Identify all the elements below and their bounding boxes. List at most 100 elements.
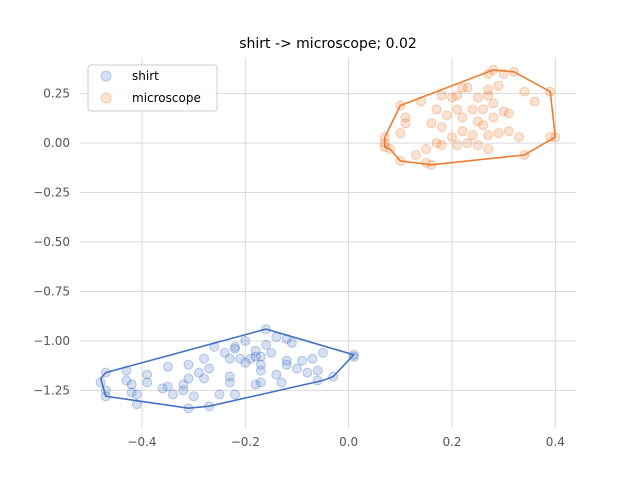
data-point-microscope (493, 80, 504, 91)
data-point-microscope (483, 130, 494, 141)
data-point-microscope (457, 112, 468, 123)
data-point-shirt (297, 355, 308, 366)
data-point-microscope (426, 159, 437, 170)
data-point-microscope (483, 84, 494, 95)
data-point-microscope (498, 106, 509, 117)
data-point-microscope (421, 144, 432, 155)
data-point-microscope (519, 86, 530, 97)
data-point-microscope (545, 86, 556, 97)
y-axis: 0.25 0.00 −0.25 −0.50 −0.75 −1.00 −1.25 (33, 87, 70, 398)
x-tick-label: 0.0 (339, 435, 358, 449)
data-point-microscope (488, 98, 499, 109)
data-point-microscope (483, 90, 494, 101)
data-point-microscope (395, 100, 406, 111)
data-point-microscope (410, 149, 421, 160)
data-point-microscope (452, 140, 463, 151)
data-point-microscope (436, 140, 447, 151)
data-point-shirt (245, 353, 256, 364)
data-point-microscope (462, 138, 473, 149)
x-tick-label: 0.2 (442, 435, 461, 449)
data-point-shirt (281, 355, 292, 366)
x-tick-label: −0.4 (127, 435, 156, 449)
data-point-shirt (240, 335, 251, 346)
data-point-shirt (235, 353, 246, 364)
data-point-shirt (95, 377, 106, 388)
data-point-shirt (183, 373, 194, 384)
data-point-shirt (255, 377, 266, 388)
x-tick-label: 0.4 (546, 435, 565, 449)
y-tick-label: −1.00 (33, 334, 70, 348)
data-point-microscope (421, 157, 432, 168)
data-point-shirt (131, 399, 142, 410)
data-point-microscope (416, 96, 426, 107)
data-point-microscope (452, 104, 463, 115)
data-point-microscope (400, 118, 411, 129)
y-tick-label: 0.25 (43, 87, 70, 101)
data-point-microscope (400, 112, 411, 123)
data-point-shirt (214, 389, 225, 400)
data-point-shirt (183, 403, 194, 414)
data-point-microscope (483, 144, 494, 155)
data-point-shirt (281, 333, 292, 344)
data-point-shirt (157, 383, 168, 394)
data-point-shirt (261, 339, 271, 350)
y-tick-label: −0.75 (33, 284, 70, 298)
data-point-shirt (204, 363, 215, 374)
data-point-shirt (266, 347, 277, 358)
data-point-microscope (545, 132, 556, 143)
data-point-microscope (436, 122, 447, 133)
data-point-microscope (472, 116, 483, 127)
data-point-microscope (426, 118, 437, 129)
data-point-microscope (488, 64, 499, 75)
data-point-shirt (271, 331, 282, 342)
legend-marker-microscope (100, 92, 112, 104)
hull-line-microscope (384, 69, 557, 166)
data-point-shirt (276, 377, 287, 388)
data-point-shirt (348, 349, 359, 360)
data-point-microscope (493, 128, 504, 139)
data-point-shirt (312, 365, 323, 376)
y-tick-label: −0.50 (33, 235, 70, 249)
data-point-shirt (255, 351, 266, 362)
data-point-microscope (379, 142, 390, 153)
data-point-microscope (441, 110, 452, 121)
data-point-microscope (498, 68, 509, 79)
data-point-shirt (224, 377, 235, 388)
data-point-shirt (142, 369, 153, 380)
data-point-microscope (514, 132, 525, 143)
data-point-shirt (328, 371, 339, 382)
data-point-microscope (467, 104, 478, 115)
legend-label-microscope: microscope (132, 91, 201, 105)
y-tick-label: −1.25 (33, 383, 70, 397)
data-point-shirt (199, 353, 209, 364)
data-point-shirt (250, 345, 261, 356)
data-point-shirt (281, 359, 292, 370)
data-point-microscope (385, 144, 395, 155)
data-point-shirt (168, 389, 178, 400)
data-point-microscope (395, 155, 406, 166)
data-point-shirt (193, 367, 204, 378)
data-point-microscope (472, 140, 483, 151)
data-point-shirt (209, 341, 220, 352)
data-point-shirt (271, 369, 282, 380)
scatter-points (95, 64, 561, 414)
x-axis: −0.4 −0.2 0.0 0.2 0.4 (127, 435, 564, 449)
data-point-shirt (292, 363, 302, 374)
legend-label-shirt: shirt (132, 69, 159, 83)
data-point-shirt (131, 389, 142, 400)
data-point-shirt (178, 379, 189, 390)
data-point-microscope (509, 66, 519, 77)
data-point-shirt (100, 391, 111, 402)
hull-lines (99, 69, 557, 410)
data-point-microscope (379, 132, 390, 143)
data-point-microscope (452, 90, 463, 101)
data-point-microscope (436, 90, 447, 101)
data-point-microscope (503, 108, 514, 119)
data-point-shirt (224, 353, 235, 364)
data-point-shirt (348, 351, 359, 362)
data-point-shirt (255, 359, 266, 370)
data-point-microscope (478, 104, 488, 115)
data-point-microscope (467, 130, 478, 141)
legend: shirt microscope (87, 64, 218, 112)
